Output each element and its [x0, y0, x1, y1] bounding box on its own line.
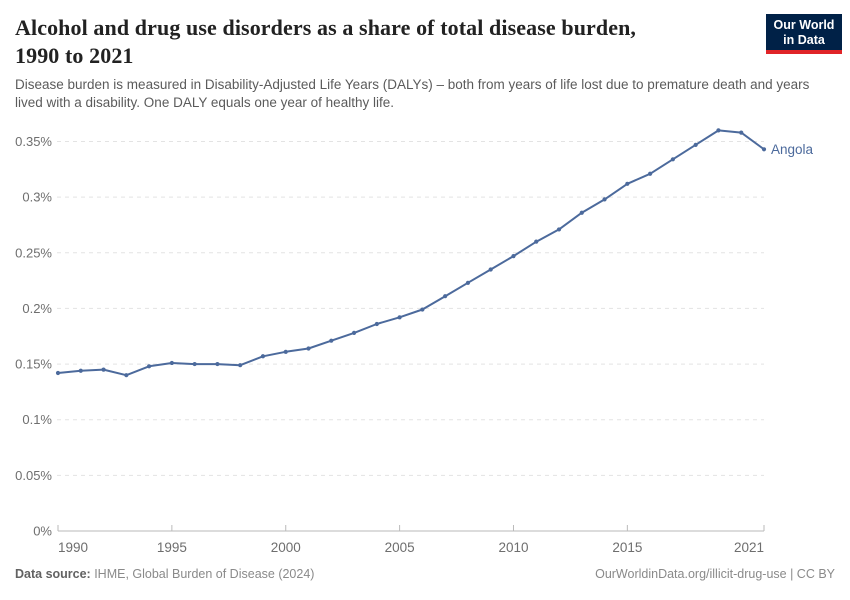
x-axis-tick-label: 2000	[271, 540, 301, 555]
data-point-2019[interactable]	[716, 128, 721, 133]
data-point-2017[interactable]	[670, 157, 676, 162]
data-source-value: IHME, Global Burden of Disease (2024)	[90, 567, 315, 581]
data-point-2012[interactable]	[556, 227, 562, 232]
y-axis-tick-label: 0.15%	[15, 357, 52, 372]
data-point-2008[interactable]	[465, 280, 471, 285]
data-point-1998[interactable]	[238, 363, 243, 368]
data-source-note: Data source: IHME, Global Burden of Dise…	[15, 567, 314, 581]
x-axis-tick-label: 1995	[157, 540, 187, 555]
data-point-1999[interactable]	[260, 354, 266, 359]
data-point-2007[interactable]	[443, 294, 448, 299]
y-axis-tick-label: 0%	[33, 524, 52, 539]
data-point-2004[interactable]	[374, 321, 379, 327]
data-point-2003[interactable]	[351, 330, 357, 336]
data-point-2009[interactable]	[488, 267, 493, 272]
x-axis-tick-label: 2015	[612, 540, 642, 555]
owid-logo-text-line1: Our World	[773, 18, 835, 32]
data-point-2018[interactable]	[693, 142, 698, 147]
data-point-2000[interactable]	[283, 349, 288, 354]
data-point-1996[interactable]	[192, 361, 197, 367]
x-axis-tick-label: 2010	[498, 540, 528, 555]
data-point-2006[interactable]	[420, 307, 425, 312]
angola-line-series[interactable]	[57, 129, 765, 377]
data-point-1994[interactable]	[146, 364, 152, 369]
owid-logo-text-line2: in Data	[783, 32, 825, 47]
owid-logo[interactable]: Our World in Data	[766, 14, 842, 54]
chart-canvas: 0% 0.05% 0.1% 0.15% 0.2% 0.25% 0.3% 0.35% 1990 19…	[15, 128, 814, 555]
y-axis-tick-label: 0.25%	[15, 245, 52, 260]
chart-title: Alcohol and drug use disorders as a shar…	[15, 14, 755, 70]
x-axis-tick-label: 1990	[58, 540, 88, 555]
data-point-2021[interactable]	[761, 147, 767, 152]
y-axis-tick-label: 0.2%	[22, 301, 52, 316]
data-point-1990[interactable]	[55, 370, 61, 376]
data-point-1991[interactable]	[78, 368, 83, 373]
data-point-2010[interactable]	[511, 254, 516, 259]
y-axis-tick-label: 0.3%	[22, 190, 52, 205]
series-end-label: Angola	[771, 142, 814, 157]
data-source-label: Data source:	[15, 567, 91, 581]
chart-title-line2: 1990 to 2021	[15, 43, 134, 68]
data-point-2011[interactable]	[534, 239, 539, 244]
data-point-1992[interactable]	[101, 367, 106, 372]
data-point-2020[interactable]	[739, 130, 744, 135]
chart-title-line1: Alcohol and drug use disorders as a shar…	[15, 15, 637, 40]
data-point-2013[interactable]	[579, 210, 584, 215]
data-point-1995[interactable]	[169, 360, 174, 366]
data-point-1997[interactable]	[215, 361, 220, 367]
x-axis-tick-label: 2005	[385, 540, 415, 555]
y-axis-tick-label: 0.05%	[15, 468, 52, 483]
license-credit[interactable]: OurWorldinData.org/illicit-drug-use | CC…	[595, 567, 835, 581]
x-axis-tick-label: 2021	[734, 540, 764, 555]
data-point-2016[interactable]	[648, 171, 653, 176]
data-point-2001[interactable]	[306, 346, 311, 351]
data-point-2015[interactable]	[625, 181, 630, 186]
data-point-1993[interactable]	[124, 373, 129, 378]
y-axis-tick-label: 0.1%	[22, 412, 52, 427]
data-point-2002[interactable]	[329, 338, 334, 343]
chart-subtitle: Disease burden is measured in Disability…	[15, 77, 810, 110]
y-axis-tick-label: 0.35%	[15, 134, 52, 149]
chart-footer: Data source: IHME, Global Burden of Dise…	[15, 567, 835, 581]
data-point-2005[interactable]	[397, 315, 402, 320]
data-point-2014[interactable]	[602, 197, 607, 202]
